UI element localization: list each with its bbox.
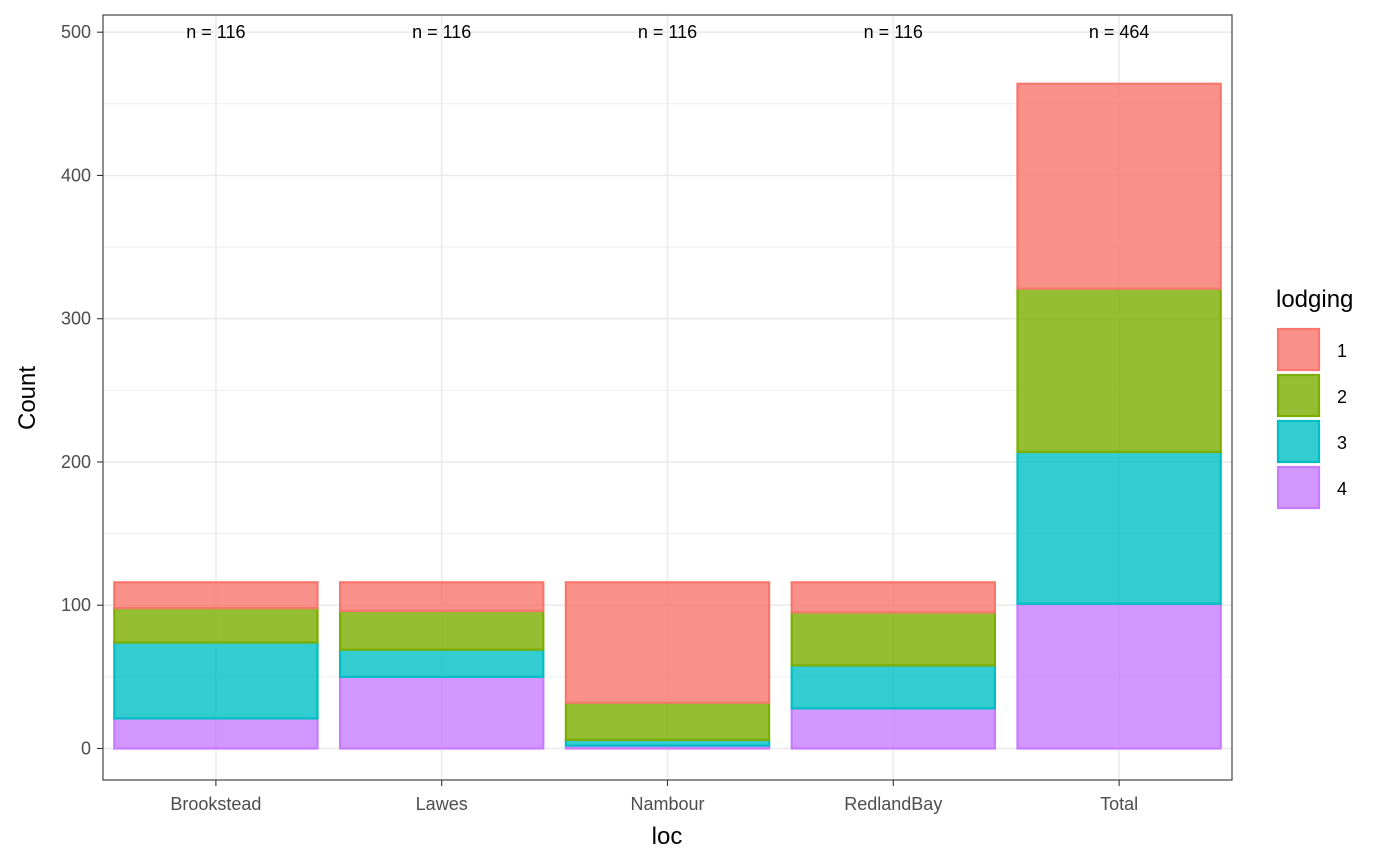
y-axis: 0 100 200 300 400 500 — [61, 22, 103, 758]
legend-swatch-1 — [1276, 327, 1321, 372]
bar-segment-Brookstead-lodging-1 — [113, 581, 319, 610]
x-axis-title: loc — [652, 823, 683, 850]
legend-label-1: 1 — [1337, 341, 1347, 361]
bar-segment-RedlandBay-lodging-1 — [790, 581, 997, 614]
legend-label-3: 3 — [1337, 433, 1347, 453]
bar-segment-RedlandBay-lodging-2 — [790, 611, 997, 667]
y-tick-label: 300 — [61, 309, 91, 329]
x-axis: Brookstead Lawes Nambour RedlandBay Total — [170, 780, 1138, 814]
bar-segment-Lawes-lodging-4 — [338, 675, 545, 750]
bar-segment-Brookstead-lodging-3 — [113, 641, 319, 720]
x-tick-label-Lawes: Lawes — [416, 794, 468, 814]
bar-segment-Total-lodging-1 — [1016, 82, 1222, 290]
legend-swatch-4 — [1276, 465, 1321, 510]
y-tick-label: 0 — [81, 738, 91, 758]
x-tick-label-Total: Total — [1100, 794, 1138, 814]
count-annotation-RedlandBay: n = 116 — [864, 22, 923, 42]
y-axis-title: Count — [14, 366, 41, 430]
count-annotation-Nambour: n = 116 — [638, 22, 697, 42]
legend-swatch-3 — [1276, 419, 1321, 464]
bar-segment-Lawes-lodging-2 — [338, 609, 545, 651]
bar-segment-Nambour-lodging-2 — [564, 701, 771, 741]
legend-label-4: 4 — [1337, 479, 1347, 499]
x-tick-label-RedlandBay: RedlandBay — [844, 794, 942, 814]
legend-swatch-2 — [1276, 373, 1321, 418]
bar-segment-RedlandBay-lodging-3 — [790, 664, 997, 710]
legend: lodging 1 2 3 4 — [1276, 286, 1353, 510]
bar-segment-Total-lodging-2 — [1016, 287, 1222, 454]
bar-segment-Brookstead-lodging-2 — [113, 606, 319, 644]
bars-layer — [113, 82, 1222, 750]
bar-segment-Nambour-lodging-1 — [564, 581, 771, 704]
count-annotations: n = 116 n = 116 n = 116 n = 116 n = 464 — [186, 22, 1149, 42]
bar-segment-Brookstead-lodging-4 — [113, 717, 319, 750]
count-annotation-Total: n = 464 — [1089, 22, 1150, 42]
y-tick-label: 500 — [61, 22, 91, 42]
legend-title: lodging — [1276, 286, 1353, 313]
bar-segment-Total-lodging-3 — [1016, 450, 1222, 605]
bar-segment-RedlandBay-lodging-4 — [790, 707, 997, 750]
count-annotation-Brookstead: n = 116 — [186, 22, 245, 42]
y-tick-label: 400 — [61, 165, 91, 185]
y-tick-label: 200 — [61, 452, 91, 472]
bar-segment-Lawes-lodging-3 — [338, 648, 545, 678]
x-tick-label-Brookstead: Brookstead — [170, 794, 261, 814]
x-tick-label-Nambour: Nambour — [630, 794, 704, 814]
count-annotation-Lawes: n = 116 — [412, 22, 471, 42]
bar-segment-Total-lodging-4 — [1016, 602, 1222, 750]
legend-label-2: 2 — [1337, 387, 1347, 407]
bar-segment-Lawes-lodging-1 — [338, 581, 545, 613]
y-tick-label: 100 — [61, 595, 91, 615]
